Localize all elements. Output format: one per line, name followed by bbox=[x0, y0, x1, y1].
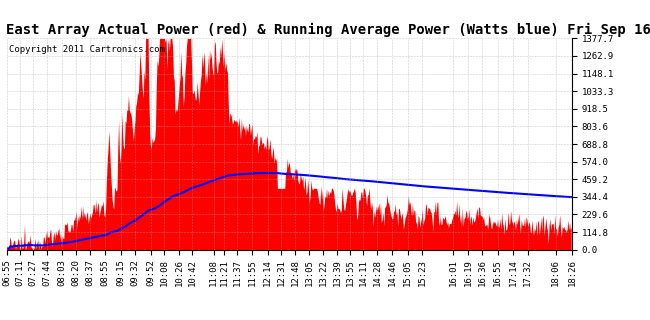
Text: East Array Actual Power (red) & Running Average Power (Watts blue) Fri Sep 16 18: East Array Actual Power (red) & Running … bbox=[6, 23, 650, 37]
Text: Copyright 2011 Cartronics.com: Copyright 2011 Cartronics.com bbox=[9, 45, 165, 54]
